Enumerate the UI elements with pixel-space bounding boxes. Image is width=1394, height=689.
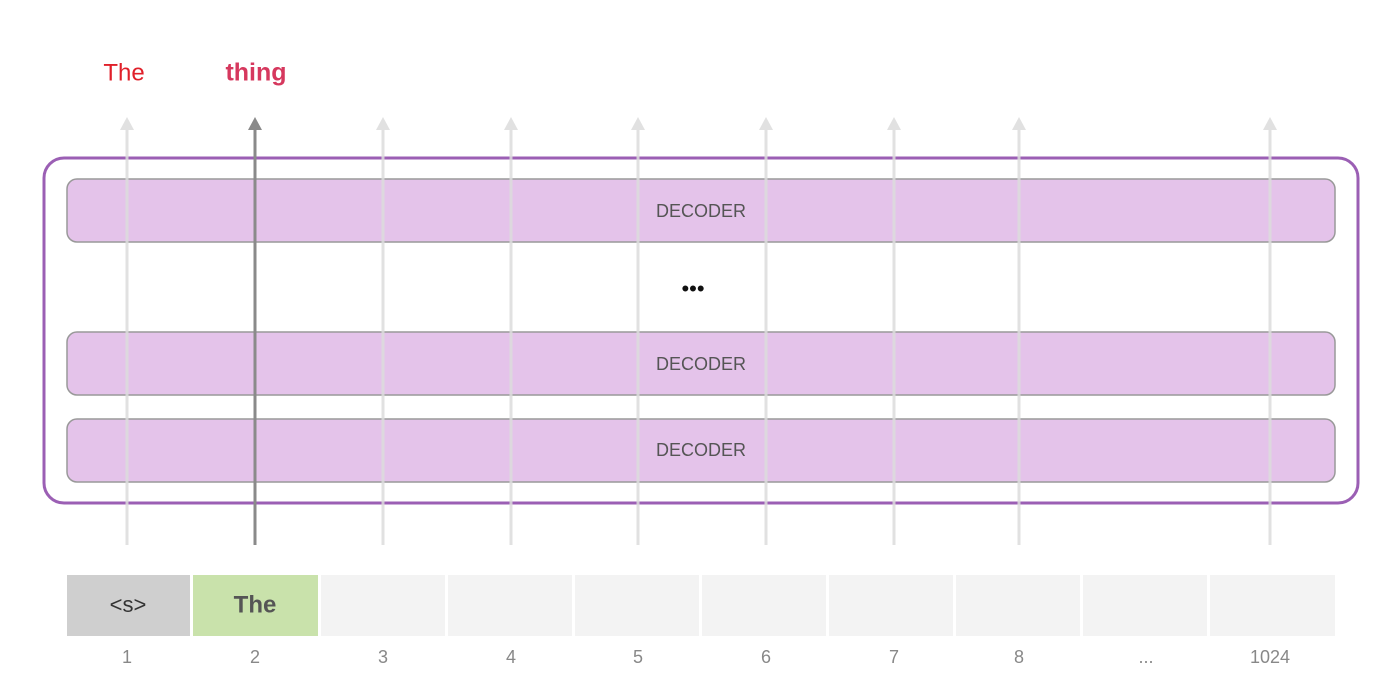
arrow [1263, 117, 1277, 545]
arrows [120, 117, 1277, 545]
arrow [759, 117, 773, 545]
arrow [248, 117, 262, 545]
position-labels: 1 2 3 4 5 6 7 8... 1024 [122, 647, 1290, 667]
token-cell [702, 575, 826, 636]
ellipsis: ••• [681, 276, 704, 301]
position-label: 8 [1014, 647, 1024, 667]
arrow [376, 117, 390, 545]
position-label: 1024 [1250, 647, 1290, 667]
arrow-head [504, 117, 518, 130]
output-word: The [103, 59, 144, 86]
position-label: ... [1138, 647, 1153, 667]
token-cell [829, 575, 953, 636]
position-label: 5 [633, 647, 643, 667]
position-label: 7 [889, 647, 899, 667]
arrow [504, 117, 518, 545]
output-word: thing [225, 59, 286, 87]
arrow [1012, 117, 1026, 545]
token-cell [321, 575, 445, 636]
token-cell [193, 575, 318, 636]
token-cells [67, 575, 1335, 636]
arrow-head [1012, 117, 1026, 130]
position-label: 4 [506, 647, 516, 667]
token-cell [448, 575, 572, 636]
token-cell [575, 575, 699, 636]
position-label: 1 [122, 647, 132, 667]
arrow [631, 117, 645, 545]
arrow-head [759, 117, 773, 130]
arrow-head [1263, 117, 1277, 130]
token: <s> [110, 592, 147, 617]
decoder-label: DECODER [656, 201, 746, 221]
arrow-head [120, 117, 134, 130]
position-label: 3 [378, 647, 388, 667]
token-cell [67, 575, 190, 636]
position-label: 2 [250, 647, 260, 667]
token-cell [956, 575, 1080, 636]
arrow [120, 117, 134, 545]
arrow-head [248, 117, 262, 130]
position-label: 6 [761, 647, 771, 667]
arrow-head [887, 117, 901, 130]
decoder-label: DECODER [656, 354, 746, 374]
decoder-label: DECODER [656, 440, 746, 460]
token-cell [1210, 575, 1335, 636]
token: The [234, 591, 277, 618]
arrow-head [631, 117, 645, 130]
arrow-head [376, 117, 390, 130]
decoder-stack [42, 156, 1360, 505]
token-cell [1083, 575, 1207, 636]
arrow [887, 117, 901, 545]
